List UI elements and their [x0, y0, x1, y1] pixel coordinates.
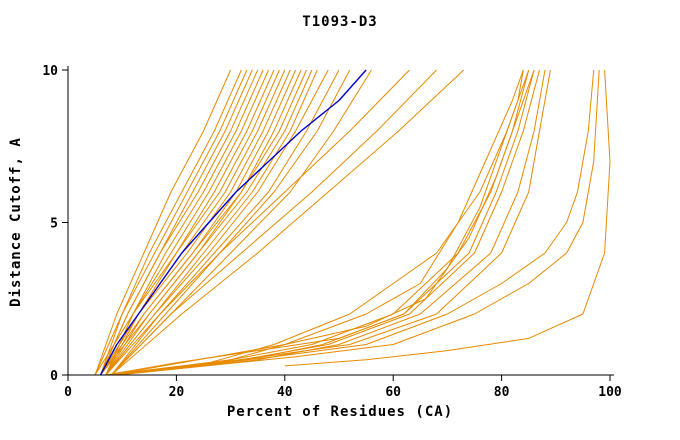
model-curve — [105, 69, 269, 376]
model-curve — [94, 69, 242, 376]
model-curve — [116, 69, 595, 376]
x-tick-label: 60 — [385, 385, 401, 400]
model-curve — [105, 69, 329, 376]
x-tick-label: 0 — [64, 385, 72, 400]
model-curve — [100, 69, 307, 376]
model-curve — [100, 69, 259, 376]
model-curve — [100, 69, 248, 376]
model-curve — [94, 69, 232, 376]
x-tick-label: 80 — [494, 385, 510, 400]
model-curve — [111, 69, 535, 376]
chart-title: T1093-D3 — [302, 14, 378, 30]
model-curve — [94, 69, 280, 376]
x-axis-label: Percent of Residues (CA) — [226, 404, 454, 420]
model-curve — [284, 69, 611, 367]
model-curve — [111, 69, 437, 376]
highlighted-model-curve — [99, 69, 367, 376]
y-axis-label: Distance Cutoff, A — [8, 137, 24, 307]
x-tick-label: 20 — [169, 385, 185, 400]
model-curve — [100, 69, 313, 376]
y-tick-label: 10 — [42, 64, 58, 79]
model-curve — [116, 69, 600, 376]
model-curve — [105, 69, 530, 376]
model-curve — [105, 69, 410, 376]
model-curve — [116, 69, 551, 376]
model-curve — [105, 69, 275, 376]
model-curve — [111, 69, 351, 376]
model-curve — [111, 69, 340, 376]
model-curve — [111, 69, 465, 376]
y-tick-label: 5 — [50, 217, 58, 232]
y-tick-label: 0 — [50, 369, 58, 384]
model-curve — [111, 69, 535, 376]
x-tick-label: 100 — [598, 385, 622, 400]
x-tick-label: 40 — [277, 385, 293, 400]
model-curve — [111, 69, 524, 376]
model-curve — [105, 69, 302, 376]
model-curve — [116, 69, 546, 376]
model-curve — [105, 69, 297, 376]
